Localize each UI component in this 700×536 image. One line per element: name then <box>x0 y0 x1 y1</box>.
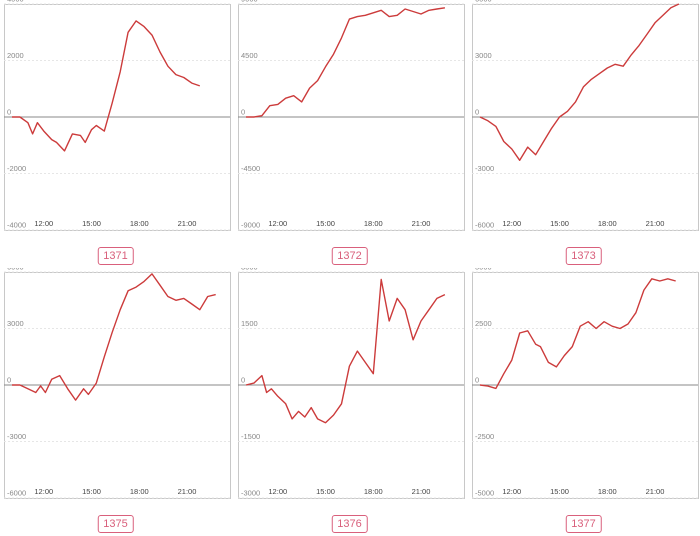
x-tick-label: 18:00 <box>364 487 383 496</box>
y-tick-label: 4500 <box>241 51 258 60</box>
chart-id-badge[interactable]: 1375 <box>97 515 134 533</box>
y-tick-label: -3000 <box>241 489 260 498</box>
x-tick-label: 12:00 <box>502 487 521 496</box>
y-tick-label: 0 <box>241 376 245 385</box>
x-tick-label: 21:00 <box>412 219 431 228</box>
chart-svg: 6000 3000 0 -3000 -6000 12:00 15:00 18:00 21:00 <box>472 0 699 231</box>
y-tick-label: 0 <box>7 108 11 117</box>
x-tick-label: 21:00 <box>178 219 197 228</box>
chart-panel-1375: 600030000-3000-600012:0015:0018:0021:00 … <box>0 268 231 536</box>
y-tick-label: -1500 <box>241 432 260 441</box>
chart-svg: 5000 2500 0 -2500 -5000 12:00 15:00 18:00 21:00 <box>472 268 699 499</box>
chart-svg: 3000 1500 0 -1500 -3000 12:00 15:00 18:00 21:00 <box>238 268 465 499</box>
y-tick-label: -6000 <box>475 221 494 230</box>
x-tick-label: 12:00 <box>268 487 287 496</box>
x-tick-label: 21:00 <box>646 219 665 228</box>
x-tick-label: 15:00 <box>82 219 101 228</box>
x-tick-label: 21:00 <box>412 487 431 496</box>
series-line <box>479 278 676 390</box>
y-tick-label: 2500 <box>475 319 492 328</box>
chart-svg: 9000 4500 0 -4500 -9000 12:00 15:00 18:00 21:00 <box>238 0 465 231</box>
series-line <box>479 3 680 162</box>
y-tick-label: -2500 <box>475 432 494 441</box>
y-tick-label: 9000 <box>241 0 258 4</box>
series-line <box>12 20 201 152</box>
y-tick-label: 3000 <box>241 268 258 272</box>
x-tick-label: 12:00 <box>502 219 521 228</box>
x-tick-label: 21:00 <box>646 487 665 496</box>
y-tick-label: 6000 <box>475 0 492 4</box>
chart-svg: 4000 2000 0 -2000 -4000 12:00 15:00 18:00 21:00 <box>4 0 231 231</box>
chart-id-badge[interactable]: 1377 <box>565 515 602 533</box>
x-tick-label: 18:00 <box>598 219 617 228</box>
chart-id-badge[interactable]: 1371 <box>97 247 134 265</box>
x-tick-label: 18:00 <box>130 219 149 228</box>
y-tick-label: 0 <box>475 376 479 385</box>
chart-id-badge[interactable]: 1376 <box>331 515 368 533</box>
y-tick-label: 3000 <box>7 319 24 328</box>
x-tick-label: 18:00 <box>130 487 149 496</box>
chart-panel-1372: 900045000-4500-900012:0015:0018:0021:00 … <box>234 0 465 268</box>
x-tick-label: 15:00 <box>316 219 335 228</box>
y-tick-label: -9000 <box>241 221 260 230</box>
y-tick-label: -5000 <box>475 489 494 498</box>
y-tick-label: 2000 <box>7 51 24 60</box>
chart-panel-1377: 500025000-2500-500012:0015:0018:0021:00 … <box>468 268 699 536</box>
x-tick-label: 18:00 <box>598 487 617 496</box>
y-tick-label: 4000 <box>7 0 24 4</box>
x-tick-label: 15:00 <box>550 219 569 228</box>
series-line <box>246 7 446 118</box>
chart-panel-1376: 300015000-1500-300012:0015:0018:0021:00 … <box>234 268 465 536</box>
series-line <box>12 273 216 401</box>
chart-panel-1371: 400020000-2000-400012:0015:0018:0021:00 … <box>0 0 231 268</box>
y-tick-label: 5000 <box>475 268 492 272</box>
y-tick-label: -2000 <box>7 164 26 173</box>
y-tick-label: 3000 <box>475 51 492 60</box>
x-tick-label: 18:00 <box>364 219 383 228</box>
chart-id-badge[interactable]: 1373 <box>565 247 602 265</box>
y-tick-label: 1500 <box>241 319 258 328</box>
y-tick-label: 6000 <box>7 268 24 272</box>
y-tick-label: -3000 <box>7 432 26 441</box>
series-line <box>245 278 446 424</box>
y-tick-label: 0 <box>475 108 479 117</box>
x-tick-label: 12:00 <box>34 487 53 496</box>
x-tick-label: 12:00 <box>34 219 53 228</box>
chart-id-badge[interactable]: 1372 <box>331 247 368 265</box>
y-tick-label: -6000 <box>7 489 26 498</box>
y-tick-label: -3000 <box>475 164 494 173</box>
x-tick-label: 12:00 <box>268 219 287 228</box>
x-tick-label: 15:00 <box>82 487 101 496</box>
y-tick-label: 0 <box>7 376 11 385</box>
y-tick-label: -4500 <box>241 164 260 173</box>
chart-svg: 6000 3000 0 -3000 -6000 12:00 15:00 18:00 21:00 <box>4 268 231 499</box>
x-tick-label: 21:00 <box>178 487 197 496</box>
x-tick-label: 15:00 <box>316 487 335 496</box>
x-tick-label: 15:00 <box>550 487 569 496</box>
y-tick-label: -4000 <box>7 221 26 230</box>
y-tick-label: 0 <box>241 108 245 117</box>
chart-panel-1373: 600030000-3000-600012:0015:0018:0021:00 … <box>468 0 699 268</box>
